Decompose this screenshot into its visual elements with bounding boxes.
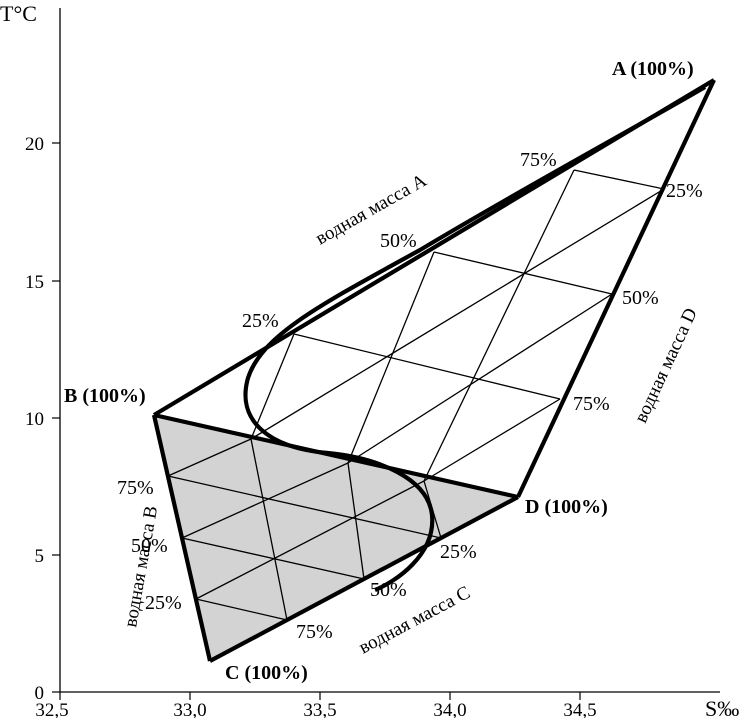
y-tick-label: 5 [35, 546, 45, 567]
percent-label-ad: 50% [622, 287, 659, 309]
x-axis-title: S‰ [705, 696, 739, 718]
grid-line [250, 188, 665, 440]
water-mass-d-label: водная масса D [630, 305, 701, 426]
y-tick-label: 15 [25, 272, 44, 293]
y-tick-label: 20 [25, 134, 44, 155]
x-tick-label: 33,5 [303, 700, 336, 718]
grid-line [347, 462, 365, 580]
percent-label-bc: 50% [131, 535, 168, 557]
vertex-d-label: D (100%) [525, 496, 608, 518]
percent-label-ab: 50% [380, 230, 417, 252]
x-tick-label: 33,0 [173, 700, 206, 718]
percent-label-bc: 75% [117, 477, 154, 499]
vertex-a-label: A (100%) [612, 58, 694, 80]
grid-line [195, 598, 288, 621]
percent-label-cd: 75% [296, 621, 333, 643]
x-tick-label: 32,5 [35, 700, 68, 718]
x-tick-label: 34,5 [563, 700, 596, 718]
edge-b-c [151, 414, 213, 662]
grid-line [250, 333, 295, 440]
upper-triangle-grid [250, 169, 665, 482]
x-tick-label: 34,0 [433, 700, 466, 718]
percent-label-ab: 25% [242, 310, 279, 332]
vertex-b-label: B (100%) [64, 385, 146, 407]
grid-line [347, 293, 613, 464]
grid-line [433, 251, 613, 295]
grid-line [423, 169, 575, 482]
edge-c-d [209, 495, 519, 663]
grid-line [167, 475, 442, 539]
grid-line [195, 480, 425, 600]
grid-line [423, 398, 561, 482]
grid-line [167, 438, 252, 477]
ts-curve [243, 85, 707, 592]
vertex-c-label: C (100%) [225, 662, 308, 684]
grid-line [250, 438, 288, 621]
y-tick-label: 10 [25, 409, 44, 430]
percent-label-bc: 25% [145, 592, 182, 614]
percent-label-cd: 25% [440, 541, 477, 563]
percent-label-ad: 25% [666, 180, 703, 202]
edge-a-d [516, 79, 716, 498]
percent-label-ad: 75% [573, 393, 610, 415]
lower-triangle-grid [167, 438, 442, 621]
percent-label-cd: 50% [370, 579, 407, 601]
y-axis-title: T°C [0, 1, 37, 26]
grid-line [293, 333, 561, 400]
y-tick-label: 0 [35, 683, 45, 704]
grid-line [181, 462, 349, 539]
percent-label-ab: 75% [520, 149, 557, 171]
grid-line [347, 251, 435, 464]
grid-line [573, 169, 665, 190]
